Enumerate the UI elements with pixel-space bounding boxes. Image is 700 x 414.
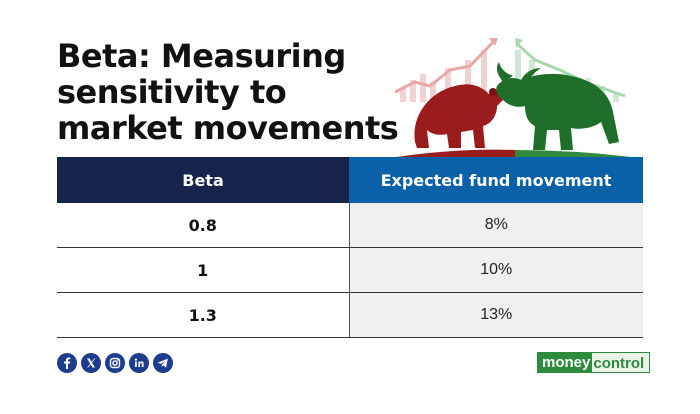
brand-part-control: control xyxy=(592,352,651,373)
movement-cell: 13% xyxy=(349,292,643,338)
beta-cell: 1.3 xyxy=(57,292,350,338)
x-icon[interactable] xyxy=(81,353,101,373)
instagram-icon[interactable] xyxy=(105,353,125,373)
beta-cell: 1 xyxy=(57,247,350,293)
movement-cell: 10% xyxy=(349,247,643,293)
bear-icon xyxy=(414,84,503,148)
title-line-3: market movements xyxy=(57,109,399,147)
column-header-beta: Beta xyxy=(57,157,349,203)
table-row: 1 10% xyxy=(57,247,643,293)
facebook-icon[interactable] xyxy=(57,353,77,373)
movement-cell: 8% xyxy=(349,203,643,248)
title-line-1: Beta: Measuring xyxy=(57,37,346,75)
beta-table: Beta Expected fund movement 0.8 8% 1 10%… xyxy=(57,157,643,338)
title-line-2: sensitivity to xyxy=(57,73,287,111)
beta-cell: 0.8 xyxy=(57,203,350,248)
table-header-row: Beta Expected fund movement xyxy=(57,157,643,203)
brand-part-money: money xyxy=(537,352,593,373)
social-links xyxy=(57,353,173,373)
table-row: 1.3 13% xyxy=(57,292,643,338)
column-header-expected-fund-movement: Expected fund movement xyxy=(349,157,643,203)
telegram-icon[interactable] xyxy=(153,353,173,373)
bull-icon xyxy=(496,62,619,150)
linkedin-icon[interactable] xyxy=(129,353,149,373)
table-row: 0.8 8% xyxy=(57,203,643,248)
page-title: Beta: Measuring sensitivity to market mo… xyxy=(57,38,417,146)
bear-bull-illustration xyxy=(390,38,640,158)
moneycontrol-logo: money control xyxy=(537,352,651,373)
